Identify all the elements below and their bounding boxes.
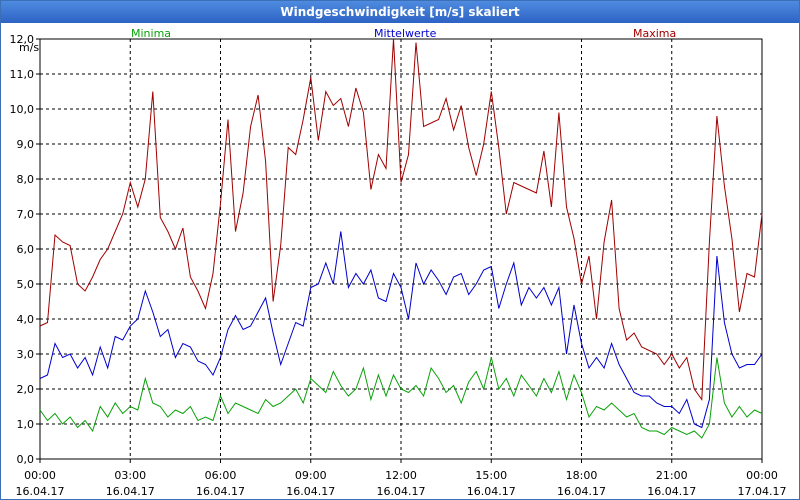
- x-tick-date: 16.04.17: [467, 485, 516, 498]
- y-tick-label: 0,0: [17, 453, 35, 466]
- x-tick-date: 16.04.17: [557, 485, 606, 498]
- x-tick-date: 16.04.17: [377, 485, 426, 498]
- series-line-maxima: [39, 38, 763, 401]
- legend-mittelwerte: Mittelwerte: [374, 27, 437, 40]
- x-tick-date: 16.04.17: [16, 485, 65, 498]
- y-tick-label: 4,0: [17, 313, 35, 326]
- series-line-minima: [39, 357, 763, 439]
- y-tick-label: 2,0: [17, 383, 35, 396]
- y-axis: 0,0 1,0 2,0 3,0 4,0 5,0 6,0 7,0 8,0 9,0 10,0 11,0 12…: [10, 33, 40, 466]
- x-tick-time: 21:00: [656, 469, 688, 482]
- x-tick-time: 18:00: [566, 469, 598, 482]
- series-line-mittelwerte: [39, 231, 763, 429]
- x-tick-date: 16.04.17: [196, 485, 245, 498]
- x-tick-time: 15:00: [475, 469, 507, 482]
- x-tick-date: 16.04.17: [286, 485, 335, 498]
- legend-minima: Minima: [131, 27, 171, 40]
- x-tick-date: 17.04.17: [738, 485, 787, 498]
- x-tick-date: 16.04.17: [106, 485, 155, 498]
- y-tick-label: 10,0: [10, 103, 35, 116]
- y-tick-label: 8,0: [17, 173, 35, 186]
- x-tick-time: 00:00: [746, 469, 778, 482]
- y-tick-label: 3,0: [17, 348, 35, 361]
- x-tick-time: 12:00: [385, 469, 417, 482]
- wind-speed-chart: 0,0 1,0 2,0 3,0 4,0 5,0 6,0 7,0 8,0 9,0 10,0 11,0 12…: [10, 27, 787, 498]
- series-lines: [39, 38, 763, 439]
- legend-maxima: Maxima: [633, 27, 676, 40]
- x-tick-time: 00:00: [24, 469, 56, 482]
- y-tick-label: 5,0: [17, 278, 35, 291]
- y-tick-label: 1,0: [17, 418, 35, 431]
- y-tick-label: 6,0: [17, 243, 35, 256]
- y-axis-label: m/s: [19, 41, 39, 54]
- window-title: Windgeschwindigkeit [m/s] skaliert: [1, 1, 799, 23]
- x-tick-date: 16.04.17: [647, 485, 696, 498]
- y-tick-label: 7,0: [17, 208, 35, 221]
- x-tick-time: 06:00: [205, 469, 237, 482]
- x-tick-time: 03:00: [114, 469, 146, 482]
- y-tick-label: 9,0: [17, 138, 35, 151]
- x-tick-time: 09:00: [295, 469, 327, 482]
- y-tick-label: 11,0: [10, 68, 35, 81]
- x-axis: 00:00 16.04.17 03:00 16.04.17 06:00 16.04.17 0…: [16, 459, 787, 498]
- y-tick-label: 12,0: [10, 33, 35, 46]
- grid-lines: [40, 39, 762, 459]
